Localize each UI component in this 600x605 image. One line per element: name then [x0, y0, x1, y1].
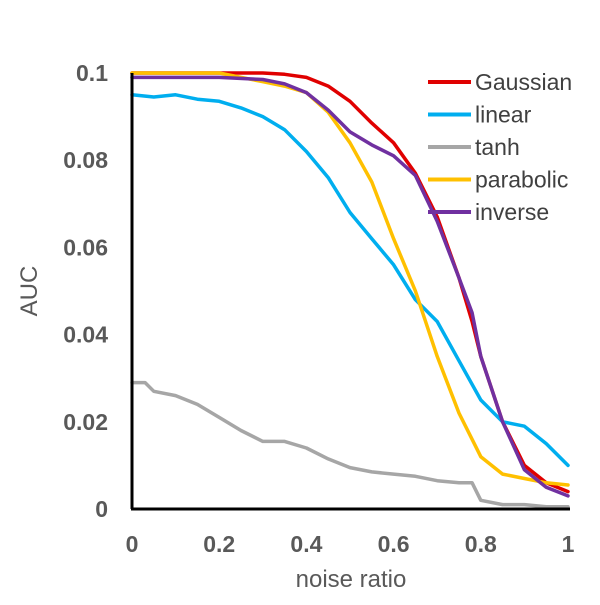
y-tick-label: 0.08 [63, 147, 108, 173]
legend-label-parabolic: parabolic [475, 167, 568, 193]
y-tick-label: 0 [95, 496, 108, 522]
series-line-inverse [130, 75, 570, 498]
x-tick-label: 0 [126, 531, 139, 557]
x-tick-label: 0.6 [378, 531, 410, 557]
series-line-linear [130, 93, 570, 468]
legend-label-tanh: tanh [475, 134, 520, 160]
y-tick-label: 0.04 [63, 322, 108, 348]
y-tick-label: 0.06 [63, 234, 108, 260]
y-tick-label: 0.1 [76, 60, 108, 86]
legend: Gaussian linear tanh parabolic inverse [428, 69, 572, 225]
y-axis-title: AUC [16, 266, 43, 317]
series-layer [130, 71, 570, 509]
x-axis-title: noise ratio [296, 566, 407, 593]
x-tick-label: 1 [562, 531, 575, 557]
x-tick-labels: 0 0.2 0.4 0.6 0.8 1 [126, 531, 575, 557]
legend-label-gaussian: Gaussian [475, 69, 572, 95]
x-tick-label: 0.4 [290, 531, 322, 557]
y-tick-label: 0.02 [63, 409, 108, 435]
series-line-tanh [130, 380, 570, 509]
legend-label-linear: linear [475, 102, 532, 128]
y-tick-labels: 0 0.02 0.04 0.06 0.08 0.1 [63, 60, 108, 522]
x-tick-label: 0.8 [465, 531, 497, 557]
legend-label-inverse: inverse [475, 199, 549, 225]
x-tick-label: 0.2 [203, 531, 235, 557]
